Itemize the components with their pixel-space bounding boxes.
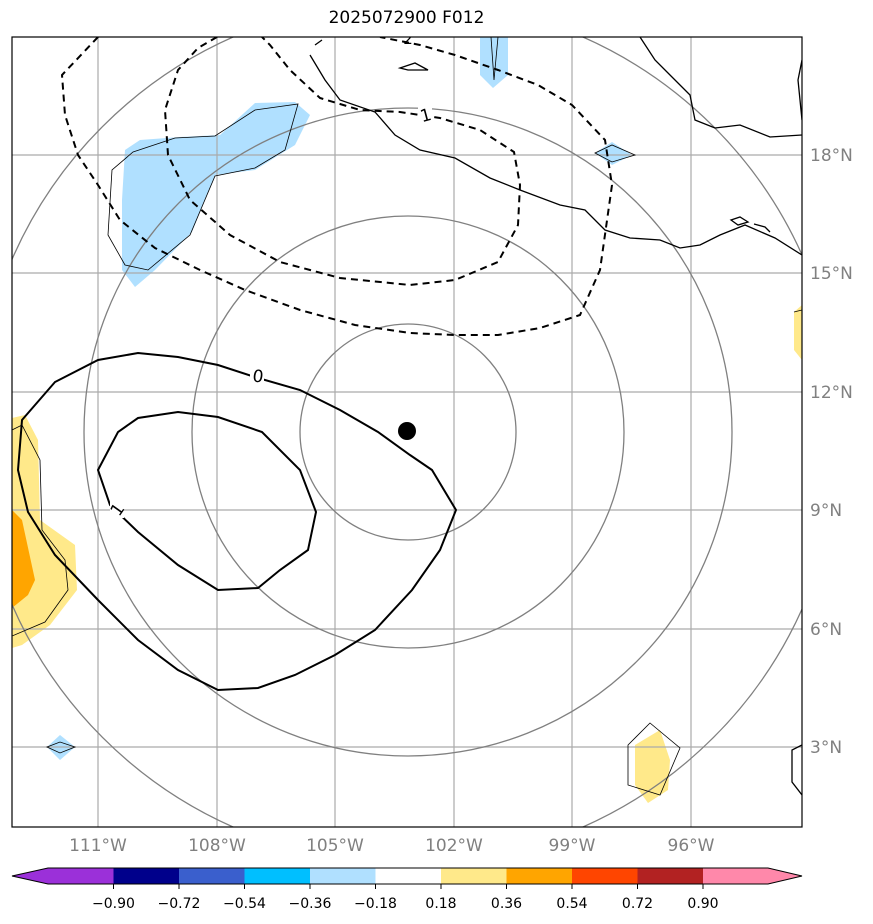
- colorbar-outline: [11, 867, 803, 885]
- longitude-labels: 111°W 108°W 105°W 102°W 99°W 96°W: [69, 836, 715, 856]
- lon-label: 102°W: [425, 836, 483, 856]
- storm-center-marker: [398, 422, 416, 440]
- colorbar-bin: [113, 868, 179, 884]
- contour-label-zero: 0: [251, 366, 265, 387]
- colorbar-over: [768, 868, 802, 884]
- map-title: 2025072900 F012: [328, 8, 485, 28]
- colorbar-tick-label: −0.72: [158, 896, 201, 912]
- colorbar-bin: [441, 868, 507, 884]
- positive-shading: [12, 305, 802, 803]
- colorbar-under: [12, 868, 48, 884]
- colorbar-bin: [637, 868, 703, 884]
- colorbar: −0.90 −0.72 −0.54 −0.36 −0.18 0.18 0.36 …: [11, 867, 803, 912]
- graticule: [12, 37, 802, 827]
- colorbar-tick-label: 0.54: [556, 896, 587, 912]
- colorbar-tick-labels: −0.90 −0.72 −0.54 −0.36 −0.18 0.18 0.36 …: [92, 896, 719, 912]
- lon-label: 105°W: [306, 836, 364, 856]
- lon-label: 96°W: [668, 836, 715, 856]
- lat-label: 9°N: [810, 501, 842, 521]
- colorbar-bin: [244, 868, 310, 884]
- lat-label: 3°N: [810, 738, 842, 758]
- colorbar-bin: [48, 868, 114, 884]
- colorbar-tick-label: 0.36: [491, 896, 522, 912]
- colorbar-tick-label: 0.72: [622, 896, 653, 912]
- colorbar-bin: [310, 868, 376, 884]
- map-frame: [11, 36, 803, 828]
- contour-labels: 0 1 1 2: [107, 30, 434, 520]
- colorbar-tick-label: −0.18: [354, 896, 397, 912]
- lat-label: 6°N: [810, 620, 842, 640]
- contours: [16, 37, 614, 692]
- colorbar-bin: [179, 868, 245, 884]
- colorbar-tick-label: 0.90: [687, 896, 718, 912]
- lat-label: 15°N: [810, 264, 853, 284]
- thin-outlines: [12, 37, 802, 796]
- lat-label: 18°N: [810, 146, 853, 166]
- colorbar-bin: [703, 868, 768, 884]
- colorbar-ticks: [113, 884, 704, 889]
- colorbar-tick-label: −0.90: [92, 896, 135, 912]
- contour-label-top: 2: [403, 30, 413, 48]
- lat-label: 12°N: [810, 383, 853, 403]
- colorbar-bin: [572, 868, 638, 884]
- colorbar-tick-label: 0.18: [425, 896, 456, 912]
- lon-label: 99°W: [549, 836, 596, 856]
- colorbar-tick-label: −0.36: [289, 896, 332, 912]
- colorbar-bin: [375, 868, 441, 884]
- lon-label: 108°W: [188, 836, 246, 856]
- colorbar-tick-label: −0.54: [223, 896, 266, 912]
- coastline: [309, 37, 802, 796]
- range-rings: [12, 37, 802, 827]
- lon-label: 111°W: [69, 836, 127, 856]
- contour-label-neg-one: 1: [418, 105, 434, 127]
- latitude-labels: 18°N 15°N 12°N 9°N 6°N 3°N: [810, 146, 853, 758]
- colorbar-bin: [506, 868, 572, 884]
